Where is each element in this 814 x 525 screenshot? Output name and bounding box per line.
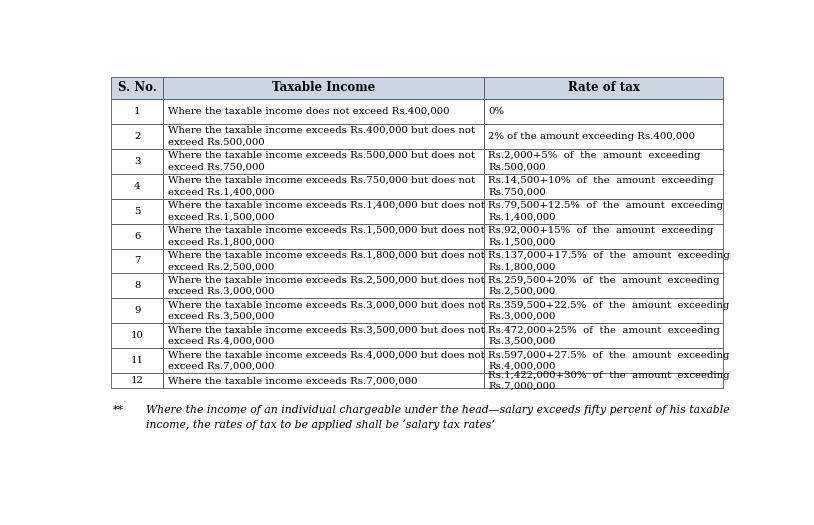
Bar	[112, 373, 164, 388]
Bar	[164, 298, 484, 323]
Text: Rs.2,000+5%  of  the  amount  exceeding
Rs.500,000: Rs.2,000+5% of the amount exceeding Rs.5…	[488, 151, 701, 172]
Text: Rate of tax: Rate of tax	[568, 81, 640, 94]
Text: Where the taxable income exceeds Rs.4,000,000 but does not
exceed Rs.7,000,000: Where the taxable income exceeds Rs.4,00…	[168, 351, 484, 371]
Bar	[484, 298, 723, 323]
Text: 1: 1	[134, 107, 141, 116]
Text: 12: 12	[131, 376, 143, 385]
Text: Rs.92,000+15%  of  the  amount  exceeding
Rs.1,500,000: Rs.92,000+15% of the amount exceeding Rs…	[488, 226, 714, 246]
Text: 0%: 0%	[488, 107, 504, 116]
Bar	[484, 224, 723, 248]
Text: 8: 8	[134, 281, 140, 290]
Bar	[164, 198, 484, 224]
Bar	[112, 77, 164, 99]
Text: Where the taxable income does not exceed Rs.400,000: Where the taxable income does not exceed…	[168, 107, 449, 116]
Text: 6: 6	[134, 232, 140, 240]
Bar	[164, 274, 484, 298]
Bar	[484, 274, 723, 298]
Text: 7: 7	[134, 257, 141, 266]
Bar	[484, 348, 723, 373]
Text: Where the taxable income exceeds Rs.7,000,000: Where the taxable income exceeds Rs.7,00…	[168, 376, 417, 385]
Bar	[112, 323, 164, 348]
Text: 11: 11	[131, 356, 144, 365]
Bar	[484, 77, 723, 99]
Text: 2: 2	[134, 132, 140, 141]
Bar	[164, 323, 484, 348]
Bar	[112, 274, 164, 298]
Text: Rs.259,500+20%  of  the  amount  exceeding
Rs.2,500,000: Rs.259,500+20% of the amount exceeding R…	[488, 276, 720, 296]
Text: Rs.14,500+10%  of  the  amount  exceeding
Rs.750,000: Rs.14,500+10% of the amount exceeding Rs…	[488, 176, 714, 196]
Text: Rs.79,500+12.5%  of  the  amount  exceeding
Rs.1,400,000: Rs.79,500+12.5% of the amount exceeding …	[488, 201, 724, 222]
Bar	[164, 224, 484, 248]
Text: 4: 4	[134, 182, 141, 191]
Text: Where the taxable income exceeds Rs.3,500,000 but does not
exceed Rs.4,000,000: Where the taxable income exceeds Rs.3,50…	[168, 326, 484, 346]
Bar	[112, 198, 164, 224]
Text: 9: 9	[134, 307, 140, 316]
Text: S. No.: S. No.	[118, 81, 156, 94]
Bar	[164, 348, 484, 373]
Bar	[164, 248, 484, 274]
Bar	[112, 224, 164, 248]
Text: Where the income of an individual chargeable under the head—salary exceeds fifty: Where the income of an individual charge…	[146, 405, 729, 430]
Bar	[112, 298, 164, 323]
Bar	[112, 149, 164, 174]
Text: Rs.359,500+22.5%  of  the  amount  exceeding
Rs.3,000,000: Rs.359,500+22.5% of the amount exceeding…	[488, 301, 729, 321]
Bar	[164, 99, 484, 124]
Text: Rs.597,000+27.5%  of  the  amount  exceeding
Rs.4,000,000: Rs.597,000+27.5% of the amount exceeding…	[488, 351, 729, 371]
Text: Rs.1,422,000+30%  of  the  amount  exceeding
Rs.7,000,000: Rs.1,422,000+30% of the amount exceeding…	[488, 371, 730, 391]
Bar	[112, 99, 164, 124]
Bar	[484, 198, 723, 224]
Bar	[484, 124, 723, 149]
Bar	[112, 248, 164, 274]
Text: Where the taxable income exceeds Rs.2,500,000 but does not
exceed Rs.3,000,000: Where the taxable income exceeds Rs.2,50…	[168, 276, 484, 296]
Bar	[112, 348, 164, 373]
Text: Where the taxable income exceeds Rs.750,000 but does not
exceed Rs.1,400,000: Where the taxable income exceeds Rs.750,…	[168, 176, 475, 196]
Bar	[484, 323, 723, 348]
Text: Where the taxable income exceeds Rs.3,000,000 but does not
exceed Rs.3,500,000: Where the taxable income exceeds Rs.3,00…	[168, 301, 484, 321]
Text: 10: 10	[131, 331, 143, 340]
Text: 2% of the amount exceeding Rs.400,000: 2% of the amount exceeding Rs.400,000	[488, 132, 695, 141]
Bar	[164, 149, 484, 174]
Text: Taxable Income: Taxable Income	[272, 81, 375, 94]
Text: Where the taxable income exceeds Rs.1,400,000 but does not
exceed Rs.1,500,000: Where the taxable income exceeds Rs.1,40…	[168, 201, 484, 222]
Bar	[484, 99, 723, 124]
Text: **: **	[113, 405, 124, 415]
Text: Where the taxable income exceeds Rs.1,800,000 but does not
exceed Rs.2,500,000: Where the taxable income exceeds Rs.1,80…	[168, 251, 484, 271]
Bar	[484, 149, 723, 174]
Text: 5: 5	[134, 207, 140, 216]
Text: 3: 3	[134, 156, 141, 166]
Text: Where the taxable income exceeds Rs.1,500,000 but does not
exceed Rs.1,800,000: Where the taxable income exceeds Rs.1,50…	[168, 226, 484, 246]
Bar	[112, 174, 164, 198]
Bar	[164, 124, 484, 149]
Bar	[164, 373, 484, 388]
Bar	[164, 77, 484, 99]
Bar	[484, 248, 723, 274]
Bar	[112, 124, 164, 149]
Bar	[164, 174, 484, 198]
Bar	[484, 373, 723, 388]
Text: Rs.472,000+25%  of  the  amount  exceeding
Rs.3,500,000: Rs.472,000+25% of the amount exceeding R…	[488, 326, 720, 346]
Bar	[484, 174, 723, 198]
Text: Where the taxable income exceeds Rs.400,000 but does not
exceed Rs.500,000: Where the taxable income exceeds Rs.400,…	[168, 126, 475, 146]
Text: Where the taxable income exceeds Rs.500,000 but does not
exceed Rs.750,000: Where the taxable income exceeds Rs.500,…	[168, 151, 475, 172]
Text: Rs.137,000+17.5%  of  the  amount  exceeding
Rs.1,800,000: Rs.137,000+17.5% of the amount exceeding…	[488, 251, 730, 271]
